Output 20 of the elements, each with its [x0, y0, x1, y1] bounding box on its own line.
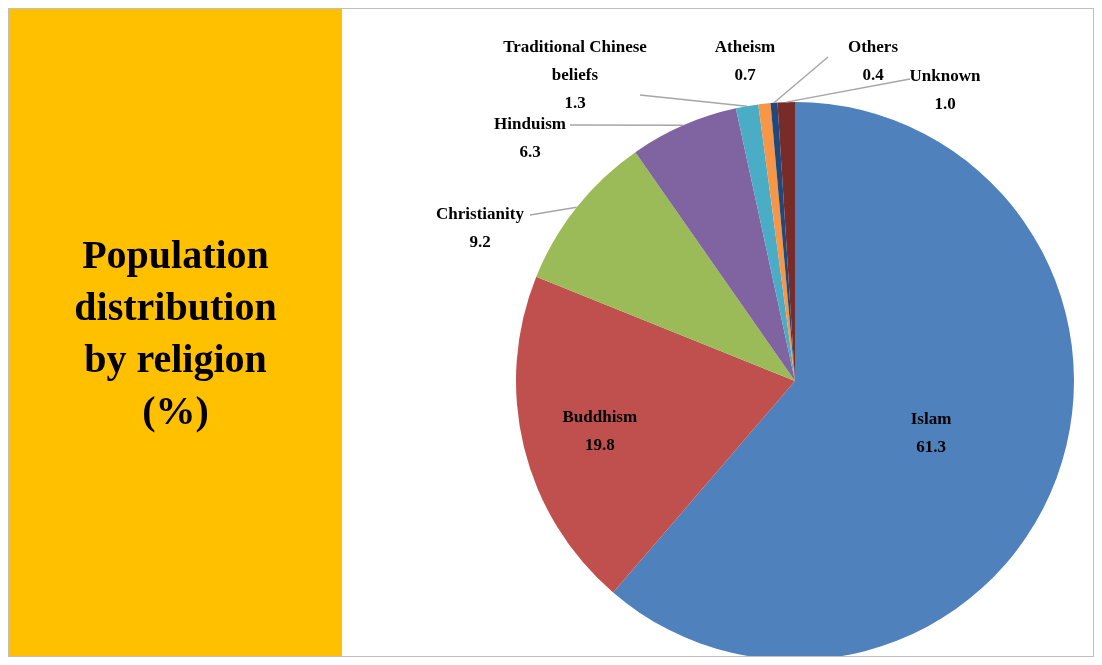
pie-slice [635, 108, 795, 381]
data-label: 1.3 [564, 93, 586, 112]
slice-label: Traditional Chinese beliefs [503, 37, 648, 84]
slice-label: Christianity [436, 204, 525, 223]
data-label: 1.0 [934, 94, 956, 113]
data-label: 0.7 [734, 65, 757, 84]
pie-slice [516, 276, 795, 593]
data-label: 61.3 [916, 437, 946, 457]
data-label: 9.2 [469, 232, 491, 251]
data-label: 19.8 [584, 434, 615, 454]
slice-label: Unknown [909, 66, 981, 85]
slice-label: Buddhism [562, 406, 638, 426]
slice-label: Atheism [714, 37, 776, 56]
slice-label: Hinduism [494, 114, 566, 133]
data-label: 6.3 [519, 142, 541, 161]
slice-label: Islam [910, 409, 952, 429]
data-label: 0.4 [862, 65, 885, 84]
slice-label: Others [847, 37, 899, 56]
pie-slice [735, 104, 795, 381]
text: Population distribution by religion (%) [73, 230, 278, 435]
